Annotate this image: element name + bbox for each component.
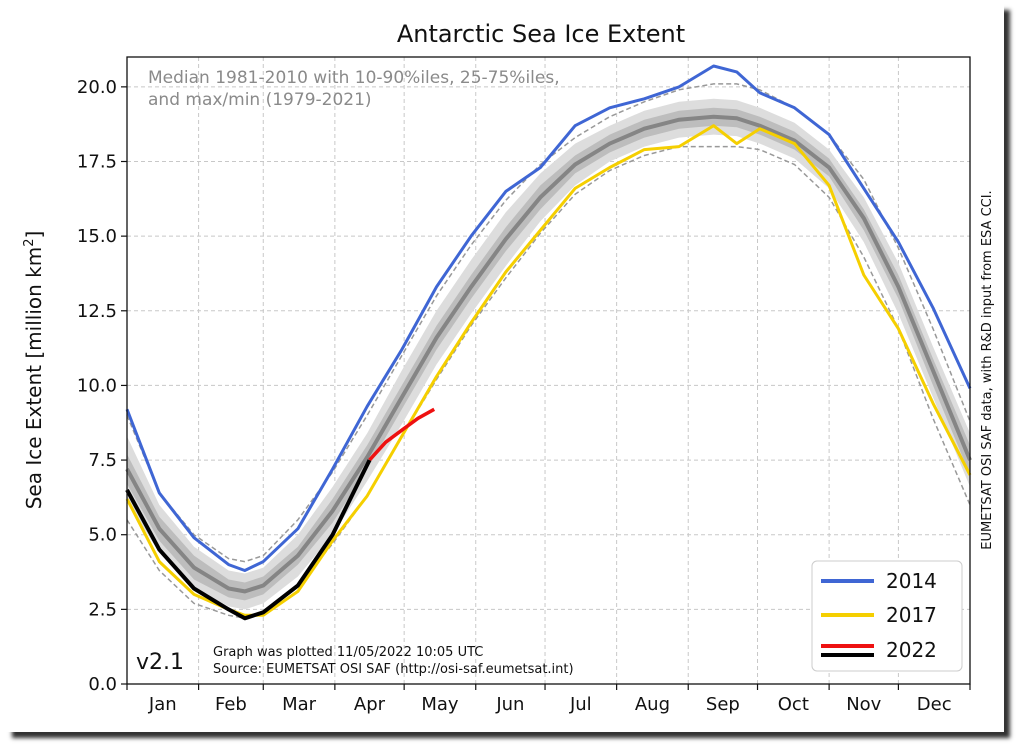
series-lines: [125, 64, 972, 621]
x-tick-label: Nov: [846, 694, 881, 715]
legend-label-2014: 2014: [886, 569, 937, 593]
series-2014-line: [125, 64, 972, 572]
plot-date-note: Graph was plotted 11/05/2022 10:05 UTC: [213, 645, 483, 660]
x-tick-label: Jun: [495, 694, 524, 715]
x-tick-label: Dec: [917, 694, 952, 715]
grid: [127, 57, 970, 684]
min-line: [126, 145, 971, 620]
source-note: Source: EUMETSAT OSI SAF (http://osi-saf…: [213, 662, 574, 677]
series-2022-red-line: [368, 407, 436, 462]
x-tick-label: Oct: [778, 694, 809, 715]
band-25-75: [127, 107, 970, 601]
side-note: EUMETSAT OSI SAF data, with R&D input fr…: [980, 190, 995, 549]
y-tick-label: 0.0: [88, 674, 117, 695]
x-tick-label: Apr: [354, 694, 386, 715]
legend-label-2017: 2017: [886, 603, 937, 627]
percentile-bands: [127, 98, 970, 610]
y-tick-label: 2.5: [88, 599, 117, 620]
y-tick-label: 20.0: [77, 77, 117, 98]
y-tick-label: 7.5: [88, 450, 117, 471]
chart-frame: Antarctic Sea Ice Extent 0.0 2.5 5.0 7.5 10.…: [6, 4, 1004, 732]
series-2022-black-line: [125, 459, 372, 621]
legend-label-2022: 2022: [886, 638, 937, 662]
max-line: [126, 83, 971, 563]
legend-box: [811, 560, 963, 672]
annotation-line-1: Median 1981-2010 with 10-90%iles, 25-75%…: [148, 68, 560, 88]
y-tick-label: 10.0: [77, 375, 117, 396]
legend: 2014 2017 2022: [811, 560, 963, 672]
x-tick-label: Jul: [569, 694, 592, 715]
plot-area: [126, 56, 971, 685]
x-tick-label: Aug: [635, 694, 670, 715]
annotation-line-2: and max/min (1979-2021): [148, 90, 372, 110]
y-tick-label: 5.0: [88, 525, 117, 546]
band-10-90: [127, 98, 970, 610]
y-tick-label: 15.0: [77, 226, 117, 247]
y-axis-label: Sea Ice Extent [million km2]: [22, 231, 46, 510]
sea-ice-chart: Antarctic Sea Ice Extent 0.0 2.5 5.0 7.5 10.…: [22, 20, 995, 715]
x-tick-label: Sep: [706, 694, 740, 715]
y-tick-label: 12.5: [77, 301, 117, 322]
x-tick-label: Mar: [282, 694, 317, 715]
chart-title: Antarctic Sea Ice Extent: [397, 20, 685, 48]
median-line: [125, 114, 972, 594]
x-tick-label: May: [421, 694, 459, 715]
version-label: v2.1: [136, 650, 184, 675]
axis-ticks: 0.0 2.5 5.0 7.5 10.0 12.5 15.0 17.5 20.0 Jan Feb Ma…: [77, 77, 971, 715]
x-tick-label: Jan: [148, 694, 177, 715]
x-tick-label: Feb: [215, 694, 247, 715]
y-tick-label: 17.5: [77, 152, 117, 173]
